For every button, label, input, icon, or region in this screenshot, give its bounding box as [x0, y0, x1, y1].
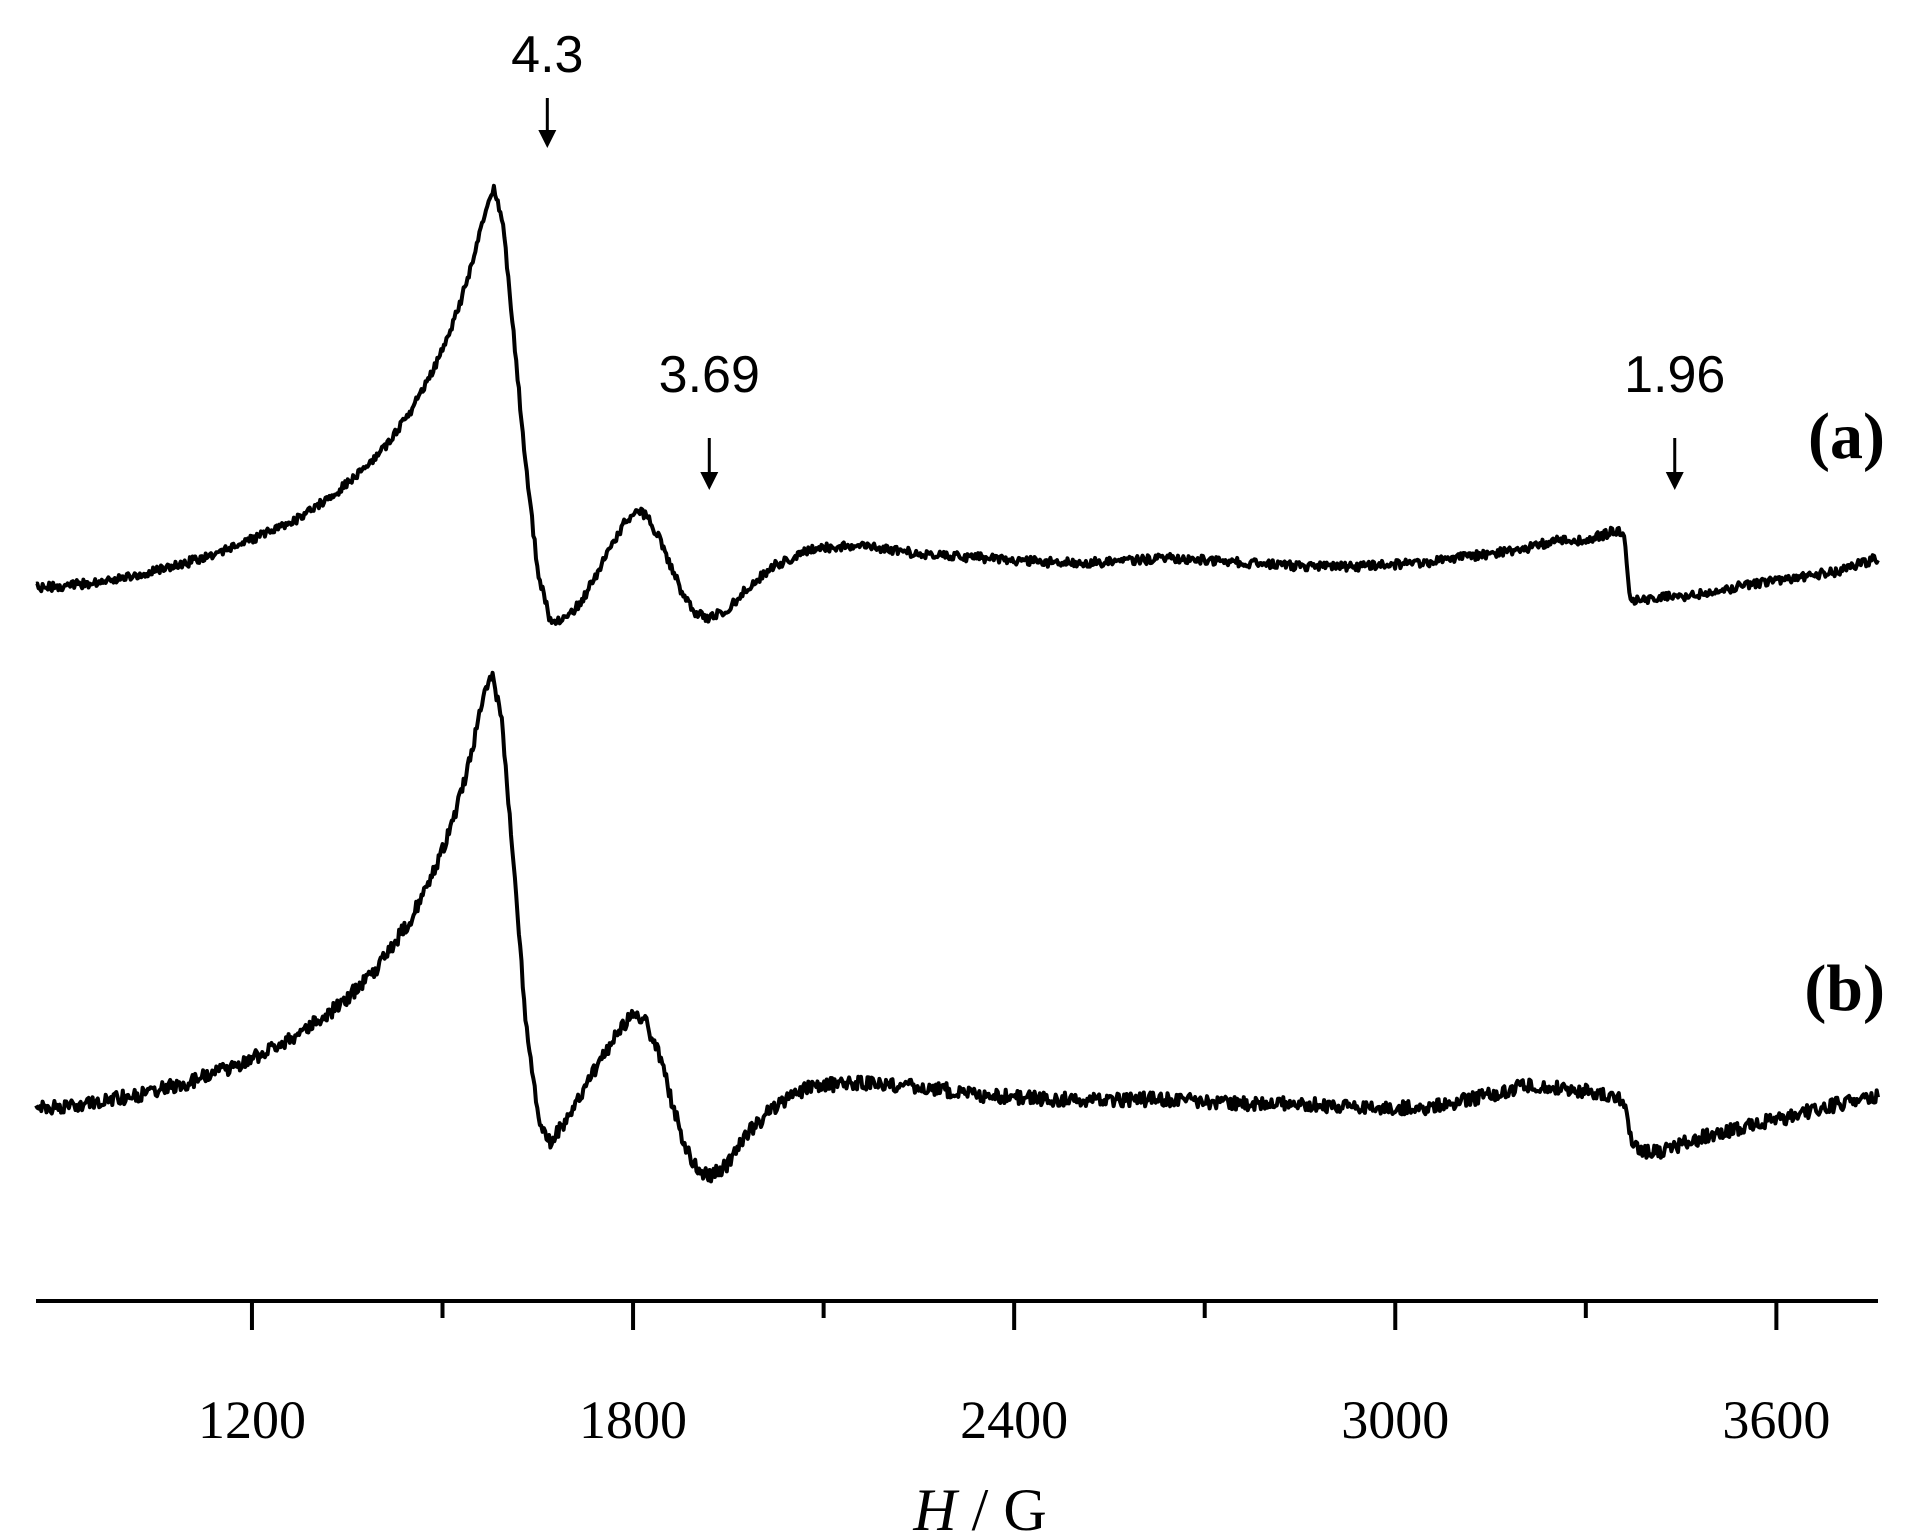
g-value-label: 4.3	[511, 26, 583, 84]
x-tick-label: 3000	[1341, 1390, 1449, 1450]
x-axis-ticks: 1200 1800 2400 3000 3600	[198, 1301, 1830, 1450]
spectrum-traces	[34, 183, 1880, 1184]
spectrum-line-b	[34, 670, 1880, 1184]
x-tick-label: 1800	[579, 1390, 687, 1450]
x-axis-title: H / G	[912, 1477, 1046, 1538]
g-value-label: 3.69	[659, 346, 760, 404]
x-tick-label: 1200	[198, 1390, 306, 1450]
x-axis-title-unit: / G	[957, 1477, 1047, 1538]
g-value-arrow-head	[538, 130, 557, 148]
g-value-annotations: 4.3 3.69 1.96	[511, 26, 1725, 490]
x-axis-title-symbol: H	[912, 1477, 960, 1538]
x-tick-label: 3600	[1722, 1390, 1830, 1450]
spectrum-line-a	[35, 183, 1880, 626]
g-value-arrow-head	[700, 472, 719, 490]
g-value-arrow-head	[1665, 472, 1684, 490]
trace-label-a: (a)	[1808, 400, 1885, 473]
trace-label-b: (b)	[1804, 952, 1885, 1025]
x-tick-label: 2400	[960, 1390, 1068, 1450]
g-value-label: 1.96	[1624, 346, 1725, 404]
